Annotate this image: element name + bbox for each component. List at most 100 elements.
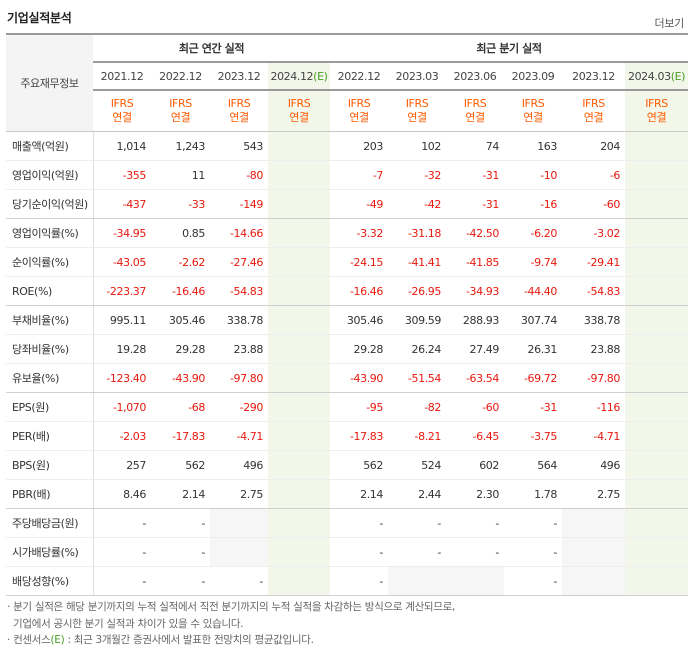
table-cell: -60: [446, 392, 504, 422]
ifrs-label: IFRS 연결: [268, 90, 330, 132]
footnotes: · 분기 실적은 해당 분기까지의 누적 실적에서 직전 분기까지의 누적 실적…: [7, 599, 455, 649]
table-cell: 2.75: [562, 479, 625, 509]
table-cell: -68: [151, 392, 210, 422]
table-cell: -29.41: [562, 247, 625, 277]
table-row: PBR(배) 8.46 2.14 2.75 2.14 2.44 2.30 1.78 2.75: [6, 479, 689, 509]
table-cell: 338.78: [210, 305, 268, 335]
table-cell: [268, 363, 330, 393]
table-cell: 562: [151, 450, 210, 480]
table-cell: 8.46: [93, 479, 151, 509]
table-cell: -31.18: [388, 218, 446, 248]
table-cell: -: [504, 537, 562, 567]
table-cell: [268, 305, 330, 335]
period-header: 2024.03(E): [625, 62, 689, 91]
table-cell: -: [151, 508, 210, 538]
ifrs-label: IFRS 연결: [330, 90, 388, 132]
table-cell: -97.80: [562, 363, 625, 393]
table-cell: [268, 392, 330, 422]
table-cell: [268, 450, 330, 480]
table-row: PER(배) -2.03 -17.83 -4.71 -17.83 -8.21 -6.45 -3…: [6, 421, 689, 451]
table-cell: [625, 276, 689, 306]
table-cell: [625, 421, 689, 451]
table-cell: -: [504, 566, 562, 596]
table-cell: -16.46: [151, 276, 210, 306]
table-cell: 29.28: [151, 334, 210, 364]
table-cell: 307.74: [504, 305, 562, 335]
table-row: 배당성향(%) - - - - -: [6, 566, 689, 596]
row-label: 유보율(%): [6, 363, 94, 393]
table-cell: [268, 566, 330, 596]
table-cell: -16.46: [330, 276, 388, 306]
table-cell: [625, 247, 689, 277]
table-cell: -8.21: [388, 421, 446, 451]
table-cell: 27.49: [446, 334, 504, 364]
row-label: ROE(%): [6, 276, 94, 306]
table-cell: [268, 131, 330, 161]
table-cell: 2.14: [330, 479, 388, 509]
table-cell: -437: [93, 189, 151, 219]
table-cell: [625, 189, 689, 219]
period-header: 2023.12: [210, 62, 268, 91]
table-cell: -41.85: [446, 247, 504, 277]
table-cell: -: [151, 537, 210, 567]
table-cell: -42.50: [446, 218, 504, 248]
table-cell: [268, 276, 330, 306]
table-cell: [268, 189, 330, 219]
table-cell: -34.95: [93, 218, 151, 248]
table-cell: -: [388, 537, 446, 567]
table-cell: [625, 479, 689, 509]
period-header: 2023.12: [562, 62, 625, 91]
table-cell: -43.05: [93, 247, 151, 277]
table-cell: 2.75: [210, 479, 268, 509]
table-cell: -290: [210, 392, 268, 422]
table-cell: -10: [504, 160, 562, 190]
table-cell: -17.83: [330, 421, 388, 451]
table-cell: -24.15: [330, 247, 388, 277]
ifrs-label: IFRS 연결: [151, 90, 210, 132]
table-cell: -63.54: [446, 363, 504, 393]
table-cell: -16: [504, 189, 562, 219]
table-cell: -33: [151, 189, 210, 219]
table-cell: -69.72: [504, 363, 562, 393]
table-cell: 257: [93, 450, 151, 480]
table-cell: -43.90: [330, 363, 388, 393]
table-row: ROE(%) -223.37 -16.46 -54.83 -16.46 -26.95 -34…: [6, 276, 689, 306]
table-cell: 0.85: [151, 218, 210, 248]
table-cell: 562: [330, 450, 388, 480]
table-cell: -1,070: [93, 392, 151, 422]
annual-group-header: 최근 연간 실적: [93, 34, 330, 63]
more-link[interactable]: 더보기: [654, 17, 685, 30]
table-cell: 496: [562, 450, 625, 480]
table-cell: [446, 566, 504, 596]
row-label: 시가배당률(%): [6, 537, 94, 567]
row-label: 영업이익(억원): [6, 160, 94, 190]
table-cell: 23.88: [562, 334, 625, 364]
table-cell: -44.40: [504, 276, 562, 306]
table-cell: -: [330, 508, 388, 538]
table-row: 시가배당률(%) - - - - - -: [6, 537, 689, 567]
table-cell: 26.31: [504, 334, 562, 364]
table-cell: -60: [562, 189, 625, 219]
table-cell: 204: [562, 131, 625, 161]
table-cell: 496: [210, 450, 268, 480]
table-cell: 543: [210, 131, 268, 161]
table-cell: -355: [93, 160, 151, 190]
table-cell: [268, 479, 330, 509]
table-cell: 74: [446, 131, 504, 161]
table-cell: -97.80: [210, 363, 268, 393]
table-cell: -17.83: [151, 421, 210, 451]
table-row: 당좌비율(%) 19.28 29.28 23.88 29.28 26.24 27.49 26.…: [6, 334, 689, 364]
table-cell: -123.40: [93, 363, 151, 393]
table-cell: 305.46: [151, 305, 210, 335]
table-cell: -6.45: [446, 421, 504, 451]
ifrs-label: IFRS 연결: [625, 90, 689, 132]
row-label: 부채비율(%): [6, 305, 94, 335]
table-cell: 203: [330, 131, 388, 161]
section-title: 기업실적분석: [7, 11, 72, 25]
table-cell: -31: [446, 189, 504, 219]
table-cell: -32: [388, 160, 446, 190]
footnote-1: · 분기 실적은 해당 분기까지의 누적 실적에서 직전 분기까지의 누적 실적…: [7, 601, 456, 613]
table-cell: 602: [446, 450, 504, 480]
financial-table: 주요재무정보 최근 연간 실적 최근 분기 실적 2021.12 2022.12 2…: [6, 33, 689, 596]
table-cell: -: [388, 508, 446, 538]
